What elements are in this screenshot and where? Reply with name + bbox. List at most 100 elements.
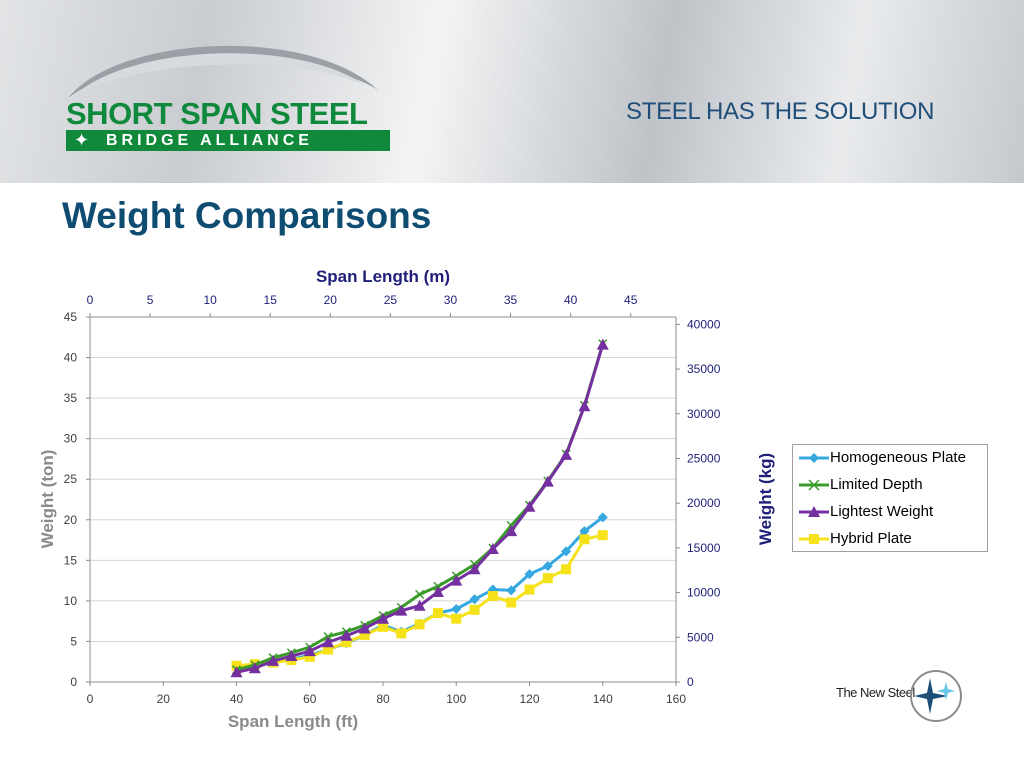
legend-label: Homogeneous Plate — [830, 449, 966, 466]
x2-tick-label: 15 — [264, 293, 278, 307]
data-point-hybrid-plate — [231, 660, 242, 671]
y-tick-label: 35 — [64, 391, 78, 405]
data-point-lightest-weight — [560, 448, 573, 460]
y-tick-label: 5 — [70, 634, 77, 648]
legend-label: Lightest Weight — [830, 503, 934, 520]
slide-title: Weight Comparisons — [62, 195, 432, 236]
data-point-homogeneous-plate — [506, 585, 517, 596]
x-tick-label: 80 — [376, 692, 390, 706]
x2-tick-label: 5 — [147, 293, 154, 307]
data-point-lightest-weight — [450, 574, 463, 586]
y2-tick-label: 40000 — [687, 317, 721, 331]
data-point-homogeneous-plate — [579, 526, 590, 537]
legend-label: Hybrid Plate — [830, 530, 912, 547]
data-point-hybrid-plate — [359, 629, 370, 640]
x-tick-label: 20 — [157, 692, 171, 706]
legend-item-hybrid-plate: Hybrid Plate — [793, 528, 989, 550]
logo-top-text: SHORT SPAN STEEL — [66, 96, 368, 131]
data-point-homogeneous-plate — [542, 561, 553, 572]
y-tick-label: 15 — [64, 553, 78, 567]
y-tick-label: 30 — [64, 432, 78, 446]
x-tick-label: 40 — [230, 692, 244, 706]
data-point-homogeneous-plate — [597, 512, 608, 523]
data-point-lightest-weight — [413, 599, 426, 611]
short-span-steel-logo: SHORT SPAN STEEL ✦ BRIDGE ALLIANCE — [60, 40, 400, 155]
data-point-hybrid-plate — [542, 573, 553, 584]
data-point-hybrid-plate — [304, 651, 315, 662]
x2-tick-label: 40 — [564, 293, 578, 307]
new-steel-logo: The New Steel — [836, 668, 966, 724]
logo-star-icon: ✦ — [74, 130, 90, 150]
data-point-lightest-weight — [523, 500, 536, 512]
data-point-lightest-weight — [340, 629, 353, 641]
data-point-hybrid-plate — [414, 619, 425, 630]
data-point-lightest-weight — [541, 475, 554, 487]
data-point-homogeneous-plate — [451, 604, 462, 614]
chart-legend: Homogeneous Plate Limited Depth Lightest… — [792, 444, 988, 552]
y-tick-label: 45 — [64, 310, 78, 324]
legend-x-marker-icon — [799, 479, 829, 491]
y2-tick-label: 30000 — [687, 407, 721, 421]
logo-arch-icon — [68, 45, 378, 98]
data-point-lightest-weight — [358, 622, 371, 634]
x2-tick-label: 30 — [444, 293, 458, 307]
y2-tick-label: 35000 — [687, 362, 721, 376]
x-tick-label: 140 — [593, 692, 613, 706]
x-axis-title: Span Length (ft) — [228, 712, 358, 731]
legend-item-homogeneous-plate: Homogeneous Plate — [793, 447, 989, 469]
new-steel-text: The New Steel — [836, 685, 915, 700]
data-point-lightest-weight — [431, 585, 444, 597]
data-point-lightest-weight — [486, 542, 499, 554]
x-tick-label: 160 — [666, 692, 686, 706]
data-point-lightest-weight — [468, 563, 481, 575]
data-point-homogeneous-plate — [524, 569, 535, 580]
data-point-lightest-weight — [248, 662, 261, 674]
data-point-homogeneous-plate — [469, 594, 480, 605]
legend-item-limited-depth: Limited Depth — [793, 474, 989, 496]
x2-tick-label: 45 — [624, 293, 638, 307]
data-point-hybrid-plate — [378, 621, 388, 632]
legend-diamond-marker-icon — [799, 453, 829, 463]
data-point-hybrid-plate — [487, 591, 498, 602]
series-line-homogeneous-plate — [236, 516, 604, 669]
data-point-lightest-weight — [578, 400, 591, 412]
logo-bottom-bar: ✦ BRIDGE ALLIANCE — [66, 130, 390, 151]
new-steel-star-icon — [910, 670, 962, 722]
data-point-lightest-weight — [395, 604, 408, 616]
x-tick-label: 0 — [87, 692, 94, 706]
y2-tick-label: 15000 — [687, 541, 721, 555]
x2-tick-label: 25 — [384, 293, 398, 307]
data-point-limited-depth — [415, 589, 425, 599]
tagline: STEEL HAS THE SOLUTION — [626, 98, 935, 125]
header-banner: SHORT SPAN STEEL ✦ BRIDGE ALLIANCE STEEL… — [0, 0, 1024, 183]
data-point-lightest-weight — [267, 654, 280, 666]
data-point-lightest-weight — [377, 612, 389, 624]
x2-tick-label: 20 — [324, 293, 338, 307]
data-point-lightest-weight — [230, 666, 243, 678]
data-point-lightest-weight — [303, 645, 316, 657]
x-tick-label: 100 — [446, 692, 466, 706]
legend-triangle-marker-icon — [799, 506, 829, 517]
data-point-hybrid-plate — [432, 608, 443, 619]
y-tick-label: 20 — [64, 513, 78, 527]
data-point-lightest-weight — [285, 650, 298, 662]
legend-square-marker-icon — [799, 534, 829, 544]
data-point-homogeneous-plate — [561, 546, 572, 557]
x2-tick-label: 10 — [203, 293, 217, 307]
y-tick-label: 40 — [64, 351, 78, 365]
data-point-lightest-weight — [596, 338, 609, 350]
legend-label: Limited Depth — [830, 476, 923, 493]
y2-tick-label: 5000 — [687, 630, 714, 644]
x2-tick-label: 35 — [504, 293, 518, 307]
data-point-hybrid-plate — [561, 564, 572, 575]
y2-tick-label: 20000 — [687, 496, 721, 510]
y-tick-label: 25 — [64, 472, 78, 486]
y2-tick-label: 10000 — [687, 586, 721, 600]
x-tick-label: 60 — [303, 692, 317, 706]
y2-tick-label: 0 — [687, 675, 694, 689]
y-tick-label: 0 — [70, 675, 77, 689]
data-point-hybrid-plate — [469, 604, 480, 615]
data-point-hybrid-plate — [451, 613, 462, 624]
y2-axis-title: Weight (kg) — [756, 453, 775, 545]
data-point-hybrid-plate — [323, 644, 334, 655]
